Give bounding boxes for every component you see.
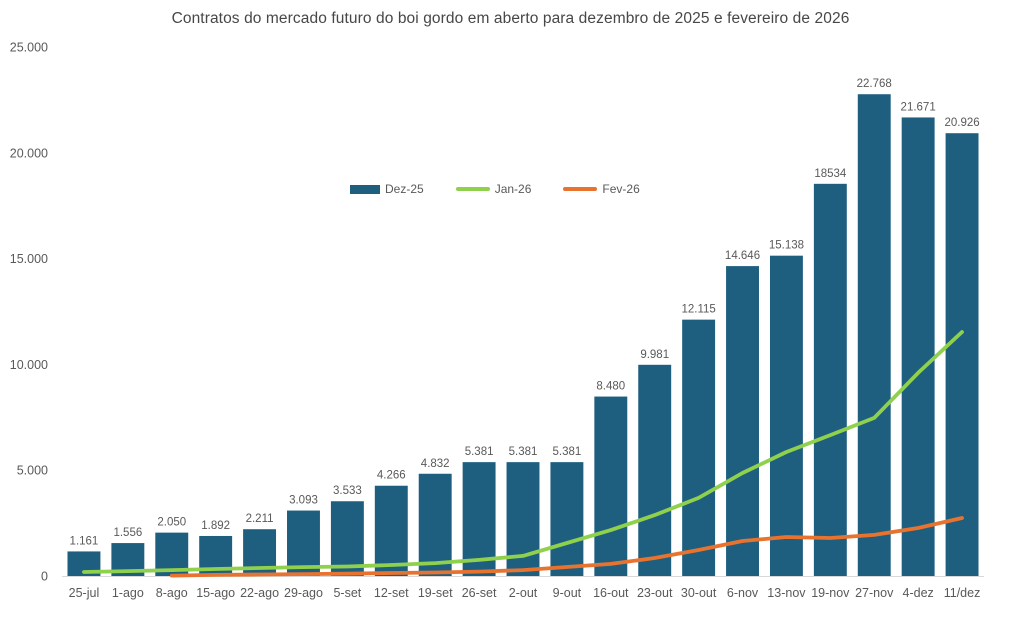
x-category-label: 5-set <box>333 586 361 600</box>
x-category-label: 19-set <box>418 586 453 600</box>
bar-data-label: 5.381 <box>465 446 494 458</box>
bar <box>726 266 759 576</box>
bar <box>506 462 540 576</box>
legend-label-jan26: Jan-26 <box>494 182 532 196</box>
x-category-label: 11/dez <box>944 586 981 600</box>
bar <box>682 319 716 576</box>
bar <box>638 364 672 576</box>
x-category-label: 6-nov <box>727 586 759 600</box>
y-tick-label: 10.000 <box>10 358 48 372</box>
bar <box>857 94 891 576</box>
bar-data-label: 12.115 <box>681 304 715 316</box>
bar-data-label: 2.211 <box>246 513 274 525</box>
bar-data-label: 5.381 <box>553 446 582 458</box>
x-category-label: 26-set <box>462 586 497 600</box>
bar <box>594 396 628 576</box>
legend-label-fev26: Fev-26 <box>602 182 640 196</box>
x-category-label: 27-nov <box>855 586 894 600</box>
legend: Dez-25 Jan-26 Fev-26 <box>350 181 640 197</box>
y-tick-label: 15.000 <box>10 252 48 266</box>
bar-data-label: 4.832 <box>421 458 450 470</box>
bar <box>769 255 803 576</box>
bar-data-label: 3.093 <box>289 495 318 507</box>
bar-data-label: 21.671 <box>901 101 936 113</box>
legend-line-swatch-icon <box>563 187 598 191</box>
bar-data-label: 18534 <box>814 168 847 180</box>
x-category-label: 4-dez <box>903 586 934 600</box>
x-category-label: 13-nov <box>767 586 806 600</box>
bar <box>374 485 408 576</box>
x-category-label: 19-nov <box>811 586 850 600</box>
bar <box>901 117 935 576</box>
x-category-label: 12-set <box>374 586 409 600</box>
bar-data-label: 3.533 <box>333 485 362 497</box>
bar-data-label: 1.556 <box>113 527 142 539</box>
legend-line-swatch-icon <box>455 187 490 191</box>
x-category-label: 1-ago <box>112 586 144 600</box>
bar-data-label: 8.480 <box>596 381 625 393</box>
bar-data-label: 20.926 <box>944 117 979 129</box>
legend-bar-swatch-icon <box>350 184 380 194</box>
y-tick-label: 20.000 <box>10 146 48 160</box>
bar-data-label: 4.266 <box>377 470 406 482</box>
bar <box>330 501 364 576</box>
bar-data-label: 14.646 <box>725 250 760 262</box>
bar <box>813 183 847 576</box>
x-category-label: 9-out <box>553 586 582 600</box>
x-category-label: 16-out <box>593 586 629 600</box>
y-tick-label: 25.000 <box>10 41 48 55</box>
bar <box>418 473 452 576</box>
line-fev26 <box>169 516 964 578</box>
bar-data-label: 1.892 <box>201 520 230 532</box>
legend-item-dez25: Dez-25 <box>350 182 424 196</box>
y-tick-label: 5.000 <box>17 464 48 478</box>
bar-data-label: 1.161 <box>70 535 99 547</box>
bar-data-label: 9.981 <box>640 349 669 361</box>
line-jan26 <box>82 330 964 574</box>
x-category-label: 2-out <box>509 586 538 600</box>
x-category-label: 30-out <box>681 586 717 600</box>
x-category-label: 15-ago <box>196 586 235 600</box>
x-category-label: 25-jul <box>69 586 100 600</box>
x-category-label: 29-ago <box>284 586 323 600</box>
x-category-label: 22-ago <box>240 586 279 600</box>
y-tick-label: 0 <box>41 570 48 584</box>
bar-data-label: 5.381 <box>509 446 538 458</box>
legend-label-dez25: Dez-25 <box>385 182 424 196</box>
x-category-label: 23-out <box>637 586 673 600</box>
bar-data-label: 15.138 <box>769 240 804 252</box>
x-category-label: 8-ago <box>156 586 188 600</box>
bar <box>945 133 979 576</box>
bar-data-label: 22.768 <box>857 78 892 90</box>
chart-title: Contratos do mercado futuro do boi gordo… <box>171 10 850 27</box>
legend-item-jan26: Jan-26 <box>455 182 532 196</box>
bar-data-label: 2.050 <box>157 517 186 529</box>
legend-item-fev26: Fev-26 <box>563 182 640 196</box>
bar <box>550 462 584 576</box>
